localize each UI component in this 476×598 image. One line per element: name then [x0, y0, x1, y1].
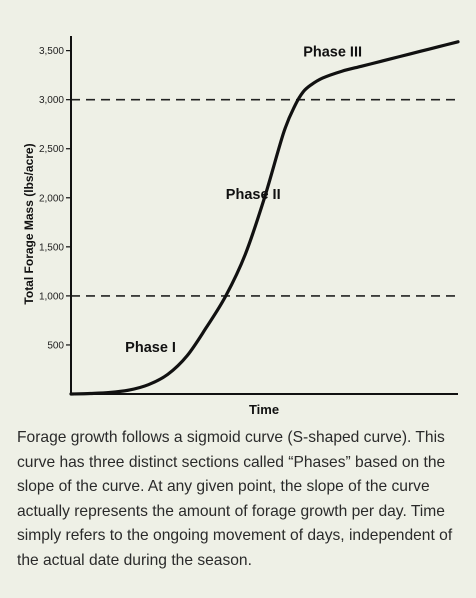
y-tick-label: 500 [47, 340, 64, 351]
phase-label: Phase I [125, 340, 176, 356]
y-tick-label: 2,500 [39, 144, 64, 155]
forage-growth-chart: 500 1,000 1,500 2,000 2,500 3,000 3,500 Phase … [22, 36, 460, 417]
y-tick-label: 1,500 [39, 242, 64, 253]
y-axis-label: Total Forage Mass (lbs/acre) [22, 143, 36, 304]
phase-label: Phase III [303, 45, 362, 61]
phase-annotations: Phase I Phase II Phase III [125, 45, 362, 356]
series [69, 40, 460, 396]
y-ticks: 500 1,000 1,500 2,000 2,500 3,000 3,500 [39, 46, 71, 351]
figure-caption: Forage growth follows a sigmoid curve (S… [17, 429, 453, 569]
y-tick-label: 3,500 [39, 46, 64, 57]
y-tick-label: 2,000 [39, 193, 64, 204]
forage-growth-curve [69, 40, 460, 396]
phase-label: Phase II [226, 187, 281, 203]
y-tick-label: 1,000 [39, 291, 64, 302]
y-tick-label: 3,000 [39, 95, 64, 106]
reference-lines [71, 98, 458, 297]
x-axis-label: Time [249, 402, 279, 417]
chart-area: 500 1,000 1,500 2,000 2,500 3,000 3,500 Phase … [22, 36, 460, 417]
axes [70, 36, 458, 395]
